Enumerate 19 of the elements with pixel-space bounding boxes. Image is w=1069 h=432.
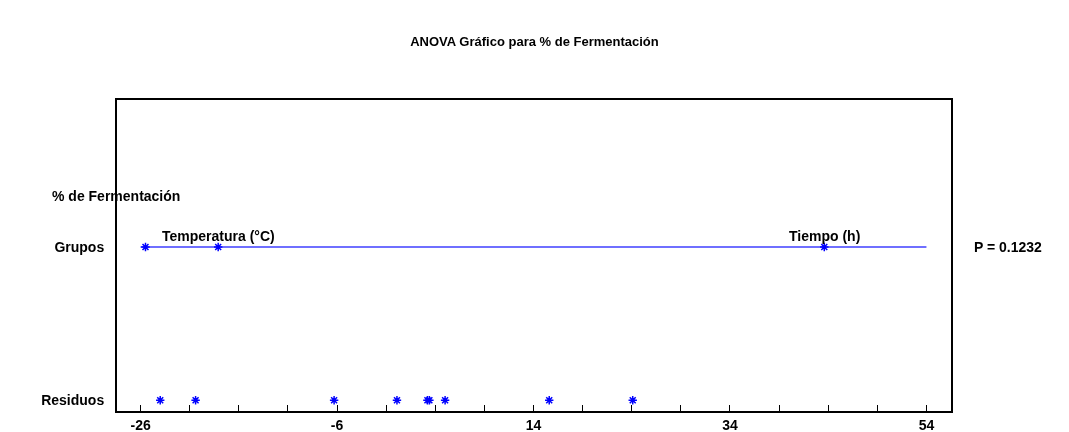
x-tick-label: 14 bbox=[525, 416, 542, 432]
x-tick-label: 34 bbox=[722, 416, 738, 432]
chart-title: ANOVA Gráfico para % de Fermentación bbox=[410, 33, 659, 49]
point bbox=[440, 395, 451, 406]
point bbox=[190, 395, 201, 406]
point bbox=[544, 395, 555, 406]
point bbox=[329, 395, 340, 406]
point bbox=[140, 242, 151, 253]
point bbox=[627, 395, 638, 406]
point bbox=[392, 395, 402, 406]
x-tick-label: 54 bbox=[918, 416, 935, 432]
y-tick-label: Grupos bbox=[54, 238, 105, 255]
x-tick-label: -6 bbox=[330, 416, 344, 432]
point bbox=[155, 395, 166, 406]
annotation: Tiempo (h) bbox=[789, 228, 861, 244]
text: P = 0.1232 bbox=[974, 239, 1043, 255]
y-tick-label: Residuos bbox=[41, 392, 105, 409]
annotation: Temperatura (°C) bbox=[162, 228, 275, 244]
x-tick-label: -26 bbox=[130, 416, 151, 432]
